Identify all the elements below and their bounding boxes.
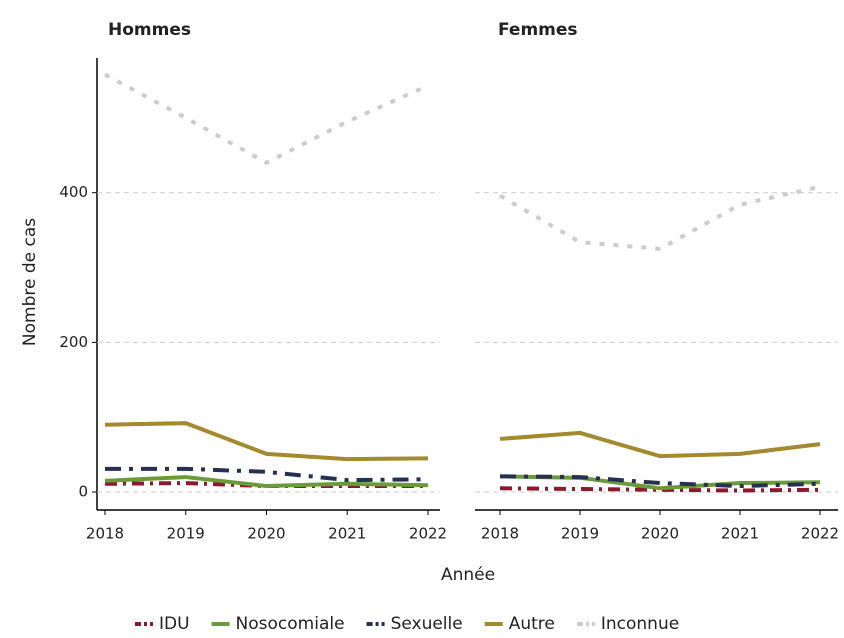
y-tick-label: 400	[59, 183, 88, 201]
x-axis-label: Année	[441, 565, 495, 585]
y-axis-label: Nombre de cas	[20, 218, 40, 346]
x-tick-label: 2021	[721, 525, 759, 543]
legend-label: Autre	[509, 614, 555, 634]
x-tick-label: 2020	[247, 525, 285, 543]
x-tick-label: 2019	[561, 525, 599, 543]
series-line	[499, 430, 821, 459]
legend-label: Sexuelle	[391, 614, 463, 634]
x-tick-label: 2020	[641, 525, 679, 543]
y-tick-label: 0	[78, 483, 88, 501]
x-tick-label: 2018	[481, 525, 519, 543]
series-line	[104, 72, 429, 166]
x-tick-label: 2019	[167, 525, 205, 543]
series-line	[104, 475, 429, 489]
y-tick-label: 200	[59, 333, 88, 351]
legend-label: Inconnue	[601, 614, 679, 634]
series-line	[104, 421, 429, 462]
x-tick-label: 2018	[86, 525, 124, 543]
x-tick-label: 2022	[409, 525, 447, 543]
legend-label: Nosocomiale	[236, 614, 345, 634]
panel-title: Femmes	[498, 20, 578, 40]
x-tick-label: 2021	[328, 525, 366, 543]
series-line	[499, 474, 821, 489]
legend-label: IDU	[159, 614, 190, 634]
panel-title: Hommes	[108, 20, 191, 40]
series-line	[498, 184, 821, 251]
series-line	[499, 474, 821, 491]
x-tick-label: 2022	[801, 525, 839, 543]
